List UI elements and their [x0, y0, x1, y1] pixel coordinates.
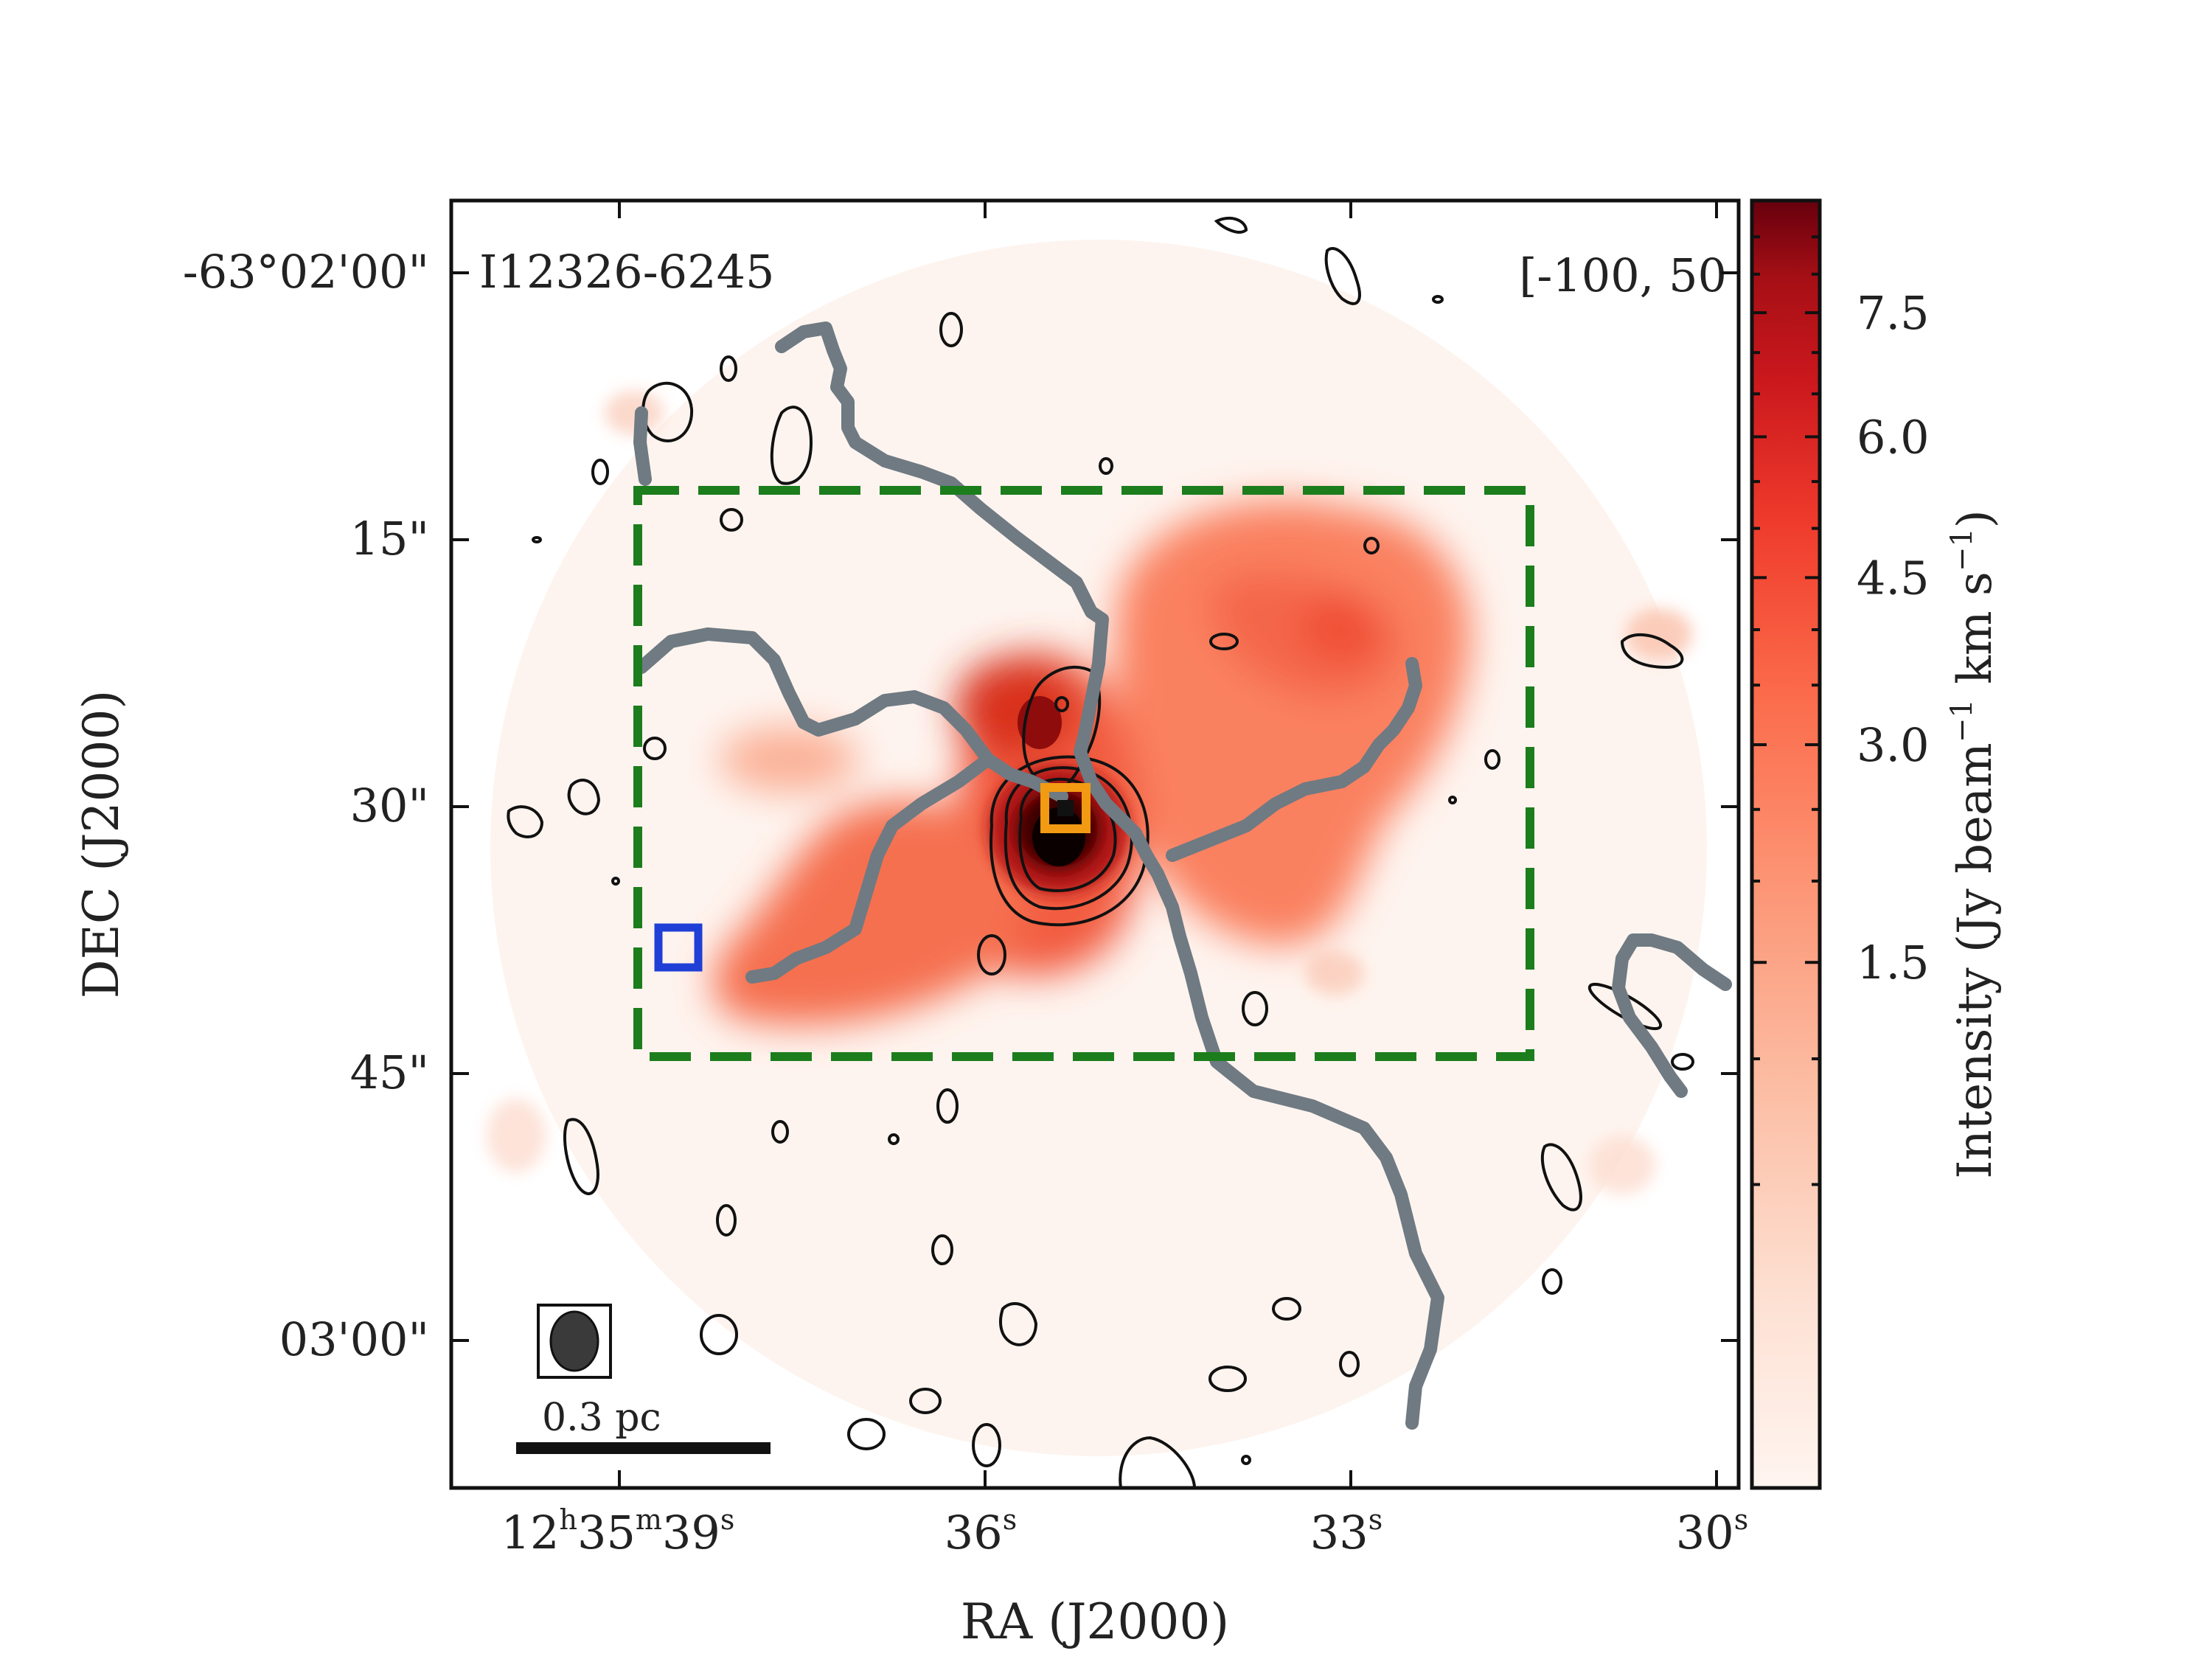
intensity-image — [487, 216, 1732, 1488]
y-axis-title: DEC (J2000) — [73, 690, 130, 999]
x-tick-labels: 12h35m39s 36s 33s 30s — [501, 1503, 1749, 1559]
contours — [507, 216, 1694, 1488]
y-tick-label-3: 45" — [350, 1046, 429, 1099]
edge-noise — [487, 391, 1692, 1194]
colorbar-ticks — [1752, 235, 1820, 1186]
y-tick-label-2: 30" — [350, 779, 429, 832]
y-tick-labels: -63°02'00" 15" 30" 45" 03'00" — [183, 245, 429, 1366]
x-tick-label-36s: 36s — [945, 1503, 1017, 1559]
colorbar-title: Intensity (Jy beam−1 km s−1) — [1945, 509, 2003, 1179]
colorbar-tick-label: 4.5 — [1857, 551, 1930, 605]
axes-frame — [449, 198, 1741, 1490]
y-tick-label-0: -63°02'00" — [183, 245, 429, 299]
colorbar-tick-label: 1.5 — [1857, 936, 1930, 990]
colorbar: 7.5 6.0 4.5 3.0 1.5 Intensity (Jy beam−1 km … — [1750, 198, 2003, 1490]
x-tick-label-33s: 33s — [1310, 1503, 1382, 1559]
scale-bar — [516, 1442, 771, 1454]
orange-square-marker — [1040, 783, 1091, 833]
colorbar-tick-label: 7.5 — [1857, 286, 1930, 340]
colorbar-tick-label: 3.0 — [1857, 718, 1930, 772]
scale-bar-label: 0.3 pc — [542, 1396, 661, 1440]
colorbar-tick-labels: 7.5 6.0 4.5 3.0 1.5 — [1857, 286, 1930, 990]
filament-skeleton — [633, 321, 1732, 1430]
y-tick-label-1: 15" — [350, 512, 429, 566]
axis-ticks — [451, 201, 1739, 1488]
x-tick-label-30s: 30s — [1676, 1503, 1748, 1559]
orange-marker-center — [1057, 800, 1074, 816]
colorbar-frame — [1750, 198, 1822, 1490]
source-label: I12326-6245 — [479, 245, 774, 299]
x-tick-label-39s: 12h35m39s — [501, 1503, 735, 1559]
blue-square-marker — [654, 923, 703, 972]
colorbar-tick-label: 6.0 — [1857, 410, 1930, 464]
velocity-range-label: [-100, 50 — [1519, 248, 1727, 302]
beam-ellipse — [549, 1310, 599, 1372]
y-tick-label-4: 03'00" — [279, 1312, 429, 1366]
x-axis-title: RA (J2000) — [961, 1593, 1229, 1650]
colorbar-gradient — [1752, 201, 1820, 1488]
zoom-region-box — [633, 486, 1534, 1061]
map-panel: 0.3 pc I12326-6245 [-100, 50 — [449, 198, 1741, 1490]
